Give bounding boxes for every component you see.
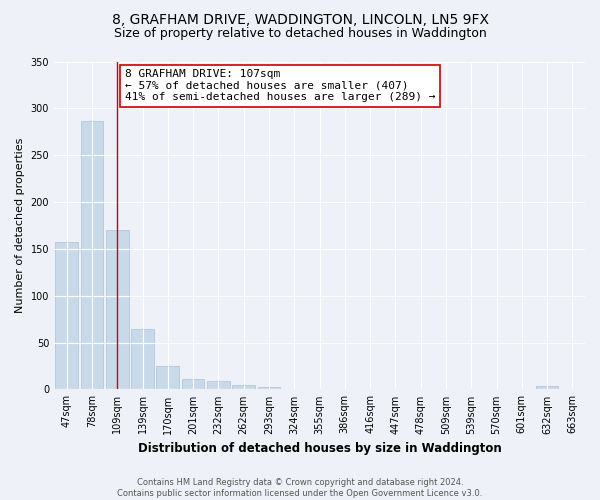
Bar bbox=[207, 381, 230, 390]
Text: 8 GRAFHAM DRIVE: 107sqm
← 57% of detached houses are smaller (407)
41% of semi-d: 8 GRAFHAM DRIVE: 107sqm ← 57% of detache… bbox=[125, 69, 436, 102]
Bar bbox=[257, 386, 280, 390]
Bar bbox=[536, 386, 559, 390]
Bar bbox=[182, 379, 205, 390]
Bar bbox=[131, 328, 154, 390]
Bar bbox=[232, 384, 255, 390]
Y-axis label: Number of detached properties: Number of detached properties bbox=[15, 138, 25, 313]
Bar bbox=[80, 120, 103, 390]
Bar bbox=[55, 242, 78, 390]
Text: Contains HM Land Registry data © Crown copyright and database right 2024.
Contai: Contains HM Land Registry data © Crown c… bbox=[118, 478, 482, 498]
Bar bbox=[157, 366, 179, 390]
Text: Size of property relative to detached houses in Waddington: Size of property relative to detached ho… bbox=[113, 28, 487, 40]
X-axis label: Distribution of detached houses by size in Waddington: Distribution of detached houses by size … bbox=[137, 442, 502, 455]
Bar bbox=[106, 230, 128, 390]
Text: 8, GRAFHAM DRIVE, WADDINGTON, LINCOLN, LN5 9FX: 8, GRAFHAM DRIVE, WADDINGTON, LINCOLN, L… bbox=[112, 12, 488, 26]
